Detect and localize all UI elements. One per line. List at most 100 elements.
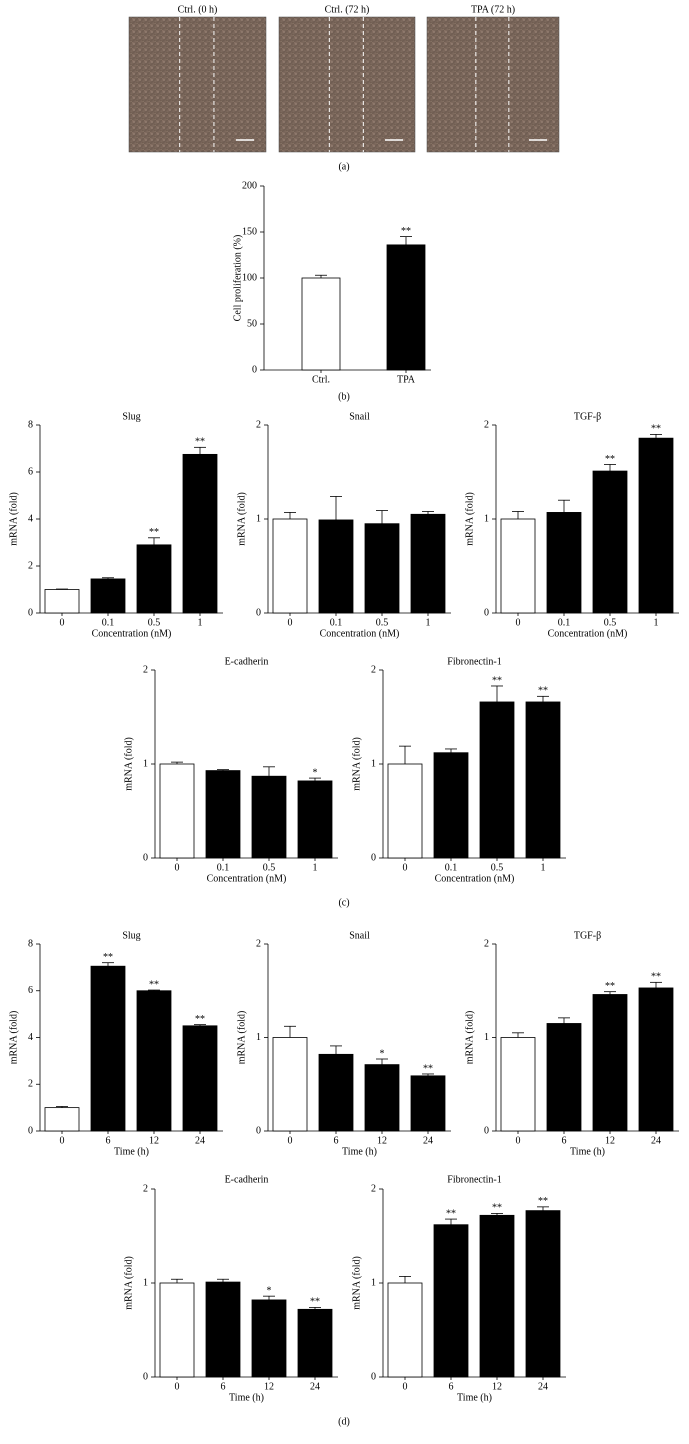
x-tick-label: 1 <box>541 862 546 873</box>
x-axis-label: Time (h) <box>342 1146 377 1157</box>
x-tick-label: 6 <box>562 1135 567 1146</box>
bar <box>410 513 446 614</box>
bar <box>205 770 241 859</box>
y-axis-label: mRNA (fold) <box>236 1011 247 1065</box>
y-tick-label: 2 <box>371 1183 376 1194</box>
x-tick-label: 0.1 <box>445 862 458 873</box>
x-tick-label: 0.5 <box>148 617 161 628</box>
x-tick-label: Ctrl. <box>312 374 330 385</box>
x-tick-label: 0.1 <box>102 617 115 628</box>
significance: ** <box>310 1297 320 1308</box>
x-tick-label: 0.1 <box>558 617 571 628</box>
y-tick-label: 8 <box>28 938 33 949</box>
x-tick-label: 12 <box>377 1135 387 1146</box>
bar <box>592 470 628 614</box>
bar <box>44 1107 80 1132</box>
bar <box>638 987 674 1132</box>
micrograph <box>128 16 267 153</box>
chart-title: Slug <box>122 411 140 422</box>
bar <box>525 1210 561 1378</box>
bar <box>205 1281 241 1378</box>
chart-title: Fibronectin-1 <box>447 1174 501 1185</box>
y-tick-label: 1 <box>371 758 376 769</box>
x-tick-label: 0 <box>175 862 180 873</box>
bar <box>318 519 354 614</box>
y-axis-label: mRNA (fold) <box>123 1256 134 1310</box>
x-tick-label: 24 <box>195 1135 205 1146</box>
y-tick-label: 2 <box>484 419 489 430</box>
chart-title: E-cadherin <box>225 656 269 667</box>
x-axis-label: Time (h) <box>114 1146 149 1157</box>
y-tick-label: 0 <box>28 607 33 618</box>
x-tick-label: 12 <box>149 1135 159 1146</box>
x-tick-label: 0 <box>288 1135 293 1146</box>
y-tick-label: 0 <box>371 1371 376 1382</box>
significance: ** <box>401 226 411 237</box>
y-tick-label: 1 <box>143 758 148 769</box>
bar <box>251 1299 287 1378</box>
x-tick-label: 24 <box>423 1135 433 1146</box>
bar <box>500 1037 536 1132</box>
x-axis-label: Concentration (nM) <box>548 628 628 639</box>
x-tick-label: 1 <box>426 617 431 628</box>
y-tick-label: 2 <box>28 560 33 571</box>
bar <box>386 244 426 371</box>
y-tick-label: 0 <box>484 1125 489 1136</box>
significance: ** <box>423 1063 433 1074</box>
x-tick-label: 0.5 <box>604 617 617 628</box>
bar <box>44 589 80 614</box>
x-tick-label: 24 <box>538 1381 548 1392</box>
significance: ** <box>538 1196 548 1207</box>
bar <box>364 523 400 614</box>
micrograph <box>426 16 560 153</box>
x-tick-label: 6 <box>221 1381 226 1392</box>
panel-label: (c) <box>338 897 349 908</box>
significance: ** <box>149 527 159 538</box>
y-tick-label: 4 <box>28 513 33 524</box>
y-tick-label: 2 <box>143 1183 148 1194</box>
y-tick-label: 6 <box>28 466 33 477</box>
y-tick-label: 200 <box>242 180 257 191</box>
x-tick-label: 0 <box>60 617 65 628</box>
bar <box>546 512 582 614</box>
bar <box>297 780 333 859</box>
x-axis-label: Concentration (nM) <box>207 873 287 884</box>
x-tick-label: 0 <box>403 1381 408 1392</box>
panel-label: (d) <box>338 1416 350 1427</box>
bar <box>136 544 172 614</box>
image-title: Ctrl. (0 h) <box>178 4 218 15</box>
x-tick-label: 0 <box>516 617 521 628</box>
x-tick-label: 0.5 <box>263 862 276 873</box>
bar <box>90 965 126 1132</box>
significance: * <box>380 1048 385 1059</box>
bar <box>387 763 423 859</box>
x-tick-label: 6 <box>334 1135 339 1146</box>
x-axis-label: Concentration (nM) <box>320 628 400 639</box>
panel-label: (a) <box>338 161 349 172</box>
y-axis-label: mRNA (fold) <box>236 492 247 546</box>
x-axis-label: Concentration (nM) <box>92 628 172 639</box>
bar <box>638 437 674 614</box>
bar <box>318 1053 354 1132</box>
bar <box>387 1282 423 1378</box>
significance: * <box>267 1285 272 1296</box>
significance: ** <box>605 454 615 465</box>
y-tick-label: 0 <box>143 852 148 863</box>
significance: ** <box>149 979 159 990</box>
y-tick-label: 2 <box>256 419 261 430</box>
significance: ** <box>195 1014 205 1025</box>
bar <box>182 453 218 614</box>
significance: * <box>313 767 318 778</box>
y-tick-label: 0 <box>484 607 489 618</box>
x-tick-label: 0.1 <box>217 862 230 873</box>
image-title: Ctrl. (72 h) <box>325 4 370 15</box>
y-tick-label: 8 <box>28 419 33 430</box>
chart-title: Snail <box>349 930 370 941</box>
y-tick-label: 1 <box>371 1277 376 1288</box>
y-tick-label: 6 <box>28 985 33 996</box>
chart-title: Snail <box>349 411 370 422</box>
y-tick-label: 1 <box>143 1277 148 1288</box>
bar <box>136 990 172 1132</box>
bar <box>90 578 126 614</box>
bar <box>364 1064 400 1132</box>
